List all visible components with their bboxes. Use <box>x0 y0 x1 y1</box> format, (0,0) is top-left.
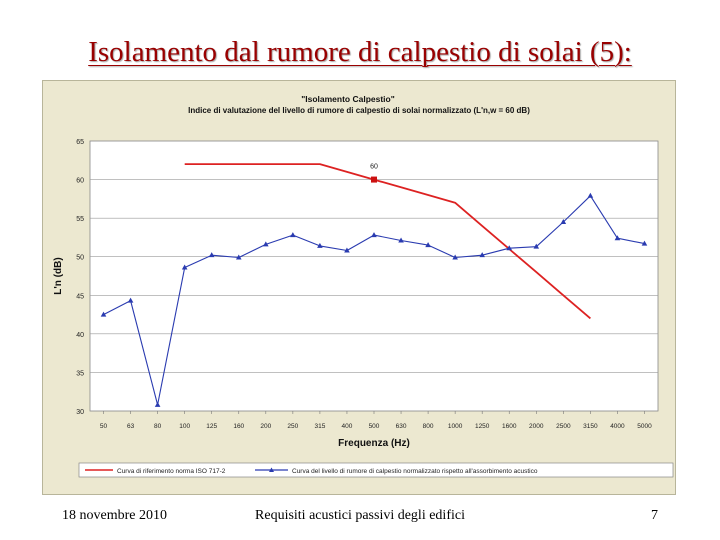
chart-frame: "Isolamento Calpestio" Indice di valutaz… <box>42 80 676 495</box>
y-tick-label: 30 <box>76 409 84 416</box>
data-point <box>371 232 377 238</box>
data-point <box>263 241 269 247</box>
y-tick-label: 60 <box>76 178 84 185</box>
footer-title: Requisiti acustici passivi degli edifici <box>255 508 465 523</box>
y-axis-label: L'n (dB) <box>53 257 64 294</box>
x-tick-label: 63 <box>127 423 135 430</box>
y-tick-label: 40 <box>76 332 84 339</box>
x-tick-label: 4000 <box>610 423 625 430</box>
series-line-0 <box>184 163 591 320</box>
data-point <box>235 254 242 260</box>
y-tick-labels: 30 35 40 45 50 55 60 65 <box>76 139 84 416</box>
data-point <box>100 311 107 317</box>
page-number: 7 <box>651 508 658 523</box>
x-tick-label: 1600 <box>502 423 517 430</box>
x-tick-label: 50 <box>100 423 108 430</box>
y-tick-label: 50 <box>76 255 84 262</box>
data-point <box>560 219 567 224</box>
data-point <box>181 264 188 270</box>
y-tick-label: 65 <box>76 139 84 146</box>
data-point <box>479 252 485 258</box>
data-point <box>506 245 513 251</box>
annotation-layer: 60 <box>370 164 378 183</box>
data-point <box>208 252 215 258</box>
data-point <box>398 237 404 243</box>
data-point <box>641 240 648 246</box>
data-point <box>425 242 431 248</box>
x-tick-label: 1250 <box>475 423 490 430</box>
y-tick-label: 55 <box>76 216 84 223</box>
chart-subtitle: Indice di valutazione del livello di rum… <box>188 106 530 115</box>
x-tick-label: 100 <box>179 423 190 430</box>
chart-title: "Isolamento Calpestio" <box>301 94 395 104</box>
y-tick-label: 45 <box>76 293 84 300</box>
slide-title: Isolamento dal rumore di calpestio di so… <box>88 36 632 68</box>
footer-date: 18 novembre 2010 <box>62 508 167 523</box>
x-tick-label: 500 <box>369 423 380 430</box>
legend-box <box>78 462 674 478</box>
x-tick-label: 800 <box>423 423 434 430</box>
x-tick-label: 5000 <box>637 423 652 430</box>
y-tick-label: 35 <box>76 370 84 377</box>
line-chart: "Isolamento Calpestio" Indice di valutaz… <box>53 94 674 478</box>
x-tick-label: 125 <box>206 423 217 430</box>
legend: Curva di riferimento norma ISO 717-2 Cur… <box>78 462 674 478</box>
x-tick-label: 400 <box>342 423 353 430</box>
x-tick-labels: 50 63 80 100 125 160 200 250 315 400 500 630 800 1000… <box>100 411 652 430</box>
legend-label-measured: Curva del livello di rumore di calpestio… <box>292 468 538 475</box>
x-tick-label: 80 <box>154 423 162 430</box>
x-tick-label: 2000 <box>529 423 544 430</box>
series-layer <box>100 163 648 407</box>
data-point <box>154 401 161 407</box>
x-tick-label: 2500 <box>556 423 571 430</box>
data-point <box>290 232 296 238</box>
data-point <box>587 192 594 198</box>
data-point <box>533 243 540 249</box>
data-point <box>614 235 621 241</box>
legend-label-reference: Curva di riferimento norma ISO 717-2 <box>117 468 226 475</box>
annotation-label: 60 <box>370 164 378 171</box>
annotation-marker <box>371 176 377 183</box>
x-tick-label: 3150 <box>583 423 598 430</box>
data-point <box>344 247 350 253</box>
x-tick-label: 1000 <box>448 423 463 430</box>
data-point <box>317 242 323 248</box>
x-tick-label: 200 <box>260 423 271 430</box>
x-tick-label: 315 <box>314 423 325 430</box>
x-tick-label: 630 <box>396 423 407 430</box>
x-tick-label: 250 <box>287 423 298 430</box>
data-point <box>127 297 134 303</box>
data-point <box>452 254 458 260</box>
x-tick-label: 160 <box>233 423 244 430</box>
legend-marker-measured <box>269 467 274 472</box>
x-axis-label: Frequenza (Hz) <box>338 438 410 449</box>
plot-area <box>89 140 659 412</box>
